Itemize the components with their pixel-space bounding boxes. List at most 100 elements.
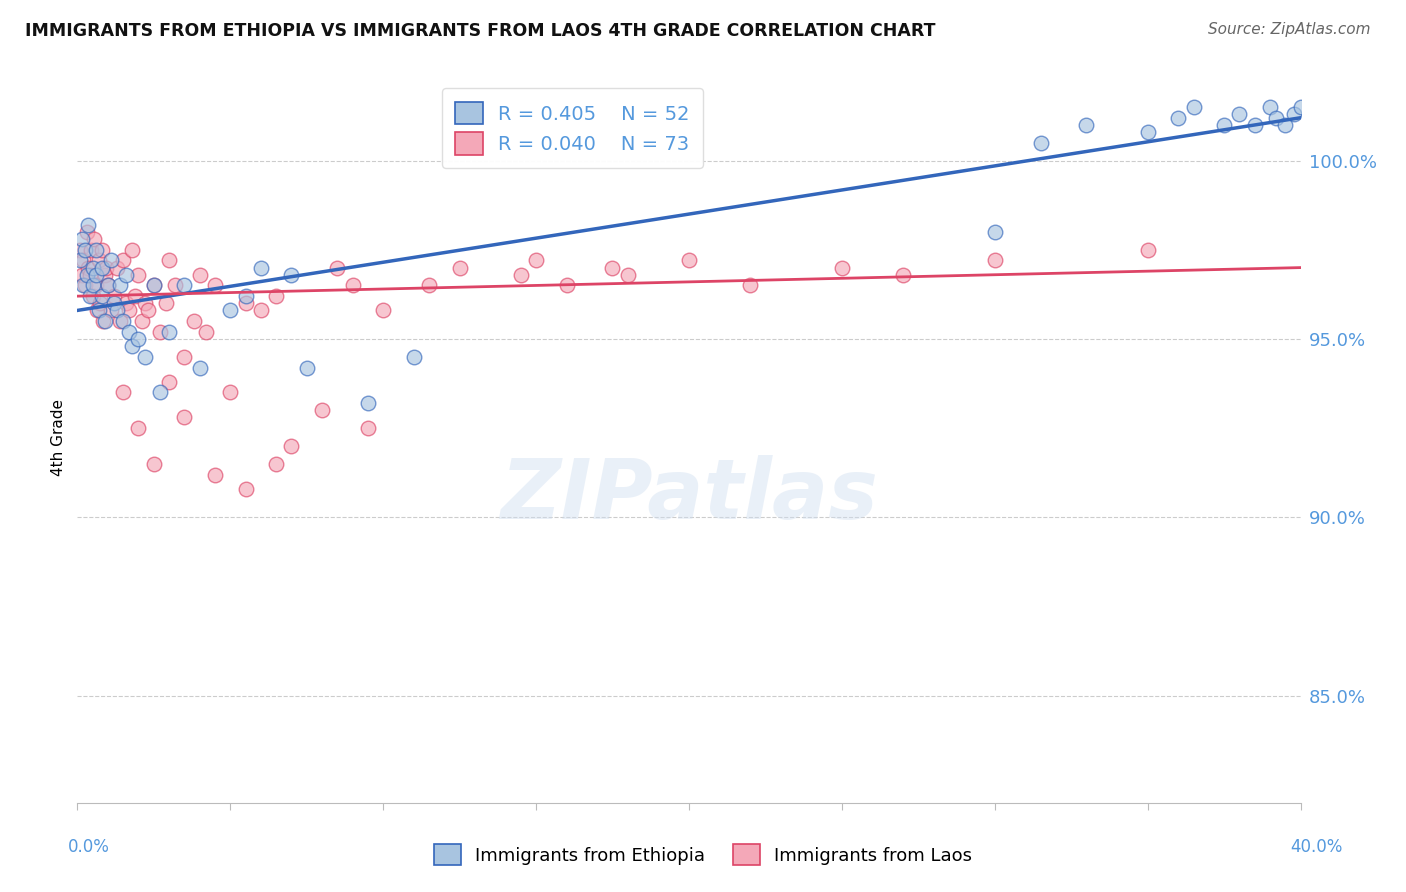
Point: [108, 278, 131, 293]
Point: [76, 268, 98, 282]
Point: [103, 296, 125, 310]
Point: [118, 303, 141, 318]
Point: [1243, 118, 1265, 132]
Point: [112, 253, 135, 268]
Point: [204, 278, 226, 293]
Point: [89, 296, 111, 310]
Point: [326, 260, 349, 275]
Point: [188, 268, 211, 282]
Point: [127, 268, 149, 282]
Point: [1136, 243, 1159, 257]
Point: [124, 289, 146, 303]
Point: [100, 253, 122, 268]
Point: [118, 325, 141, 339]
Point: [76, 225, 98, 239]
Text: 40.0%: 40.0%: [1291, 838, 1343, 855]
Point: [219, 303, 242, 318]
Text: Source: ZipAtlas.com: Source: ZipAtlas.com: [1208, 22, 1371, 37]
Point: [1258, 100, 1281, 114]
Point: [235, 296, 257, 310]
Point: [250, 303, 273, 318]
Point: [142, 457, 165, 471]
Point: [94, 268, 117, 282]
Point: [188, 360, 211, 375]
Point: [90, 243, 112, 257]
Point: [194, 325, 217, 339]
Point: [311, 403, 333, 417]
Point: [280, 268, 302, 282]
Point: [84, 243, 107, 257]
Point: [79, 268, 101, 282]
Point: [157, 253, 180, 268]
Point: [105, 260, 128, 275]
Point: [84, 268, 107, 282]
Point: [91, 314, 114, 328]
Point: [250, 260, 273, 275]
Point: [1213, 118, 1236, 132]
Point: [1274, 118, 1296, 132]
Point: [235, 482, 257, 496]
Point: [449, 260, 471, 275]
Point: [204, 467, 226, 482]
Point: [79, 289, 101, 303]
Point: [1136, 125, 1159, 139]
Point: [678, 253, 700, 268]
Point: [105, 303, 128, 318]
Point: [134, 296, 156, 310]
Point: [70, 268, 93, 282]
Point: [1167, 111, 1189, 125]
Point: [984, 253, 1007, 268]
Point: [295, 360, 318, 375]
Text: ZIPatlas: ZIPatlas: [501, 455, 877, 536]
Point: [1284, 107, 1306, 121]
Point: [1229, 107, 1251, 121]
Point: [219, 385, 242, 400]
Point: [555, 278, 578, 293]
Point: [264, 457, 287, 471]
Point: [121, 243, 143, 257]
Point: [80, 243, 103, 257]
Point: [1289, 100, 1312, 114]
Point: [77, 260, 100, 275]
Point: [96, 260, 118, 275]
Point: [402, 350, 425, 364]
Point: [342, 278, 364, 293]
Point: [86, 303, 108, 318]
Point: [72, 278, 94, 293]
Point: [82, 289, 104, 303]
Point: [984, 225, 1007, 239]
Point: [87, 253, 110, 268]
Text: 0.0%: 0.0%: [67, 838, 110, 855]
Point: [142, 278, 165, 293]
Point: [72, 253, 94, 268]
Point: [183, 314, 205, 328]
Point: [142, 278, 165, 293]
Point: [136, 303, 159, 318]
Point: [173, 278, 195, 293]
Point: [509, 268, 531, 282]
Point: [264, 289, 287, 303]
Point: [94, 314, 117, 328]
Point: [82, 260, 104, 275]
Point: [418, 278, 440, 293]
Point: [173, 350, 195, 364]
Point: [90, 289, 112, 303]
Point: [235, 289, 257, 303]
Point: [82, 278, 104, 293]
Point: [1029, 136, 1052, 150]
Point: [131, 314, 153, 328]
Point: [83, 232, 105, 246]
Point: [73, 278, 96, 293]
Point: [70, 232, 93, 246]
Point: [157, 375, 180, 389]
Point: [100, 303, 122, 318]
Point: [127, 332, 149, 346]
Point: [165, 278, 187, 293]
Point: [77, 218, 100, 232]
Point: [1182, 100, 1205, 114]
Point: [115, 268, 138, 282]
Point: [524, 253, 547, 268]
Point: [149, 325, 172, 339]
Point: [121, 339, 143, 353]
Point: [740, 278, 762, 293]
